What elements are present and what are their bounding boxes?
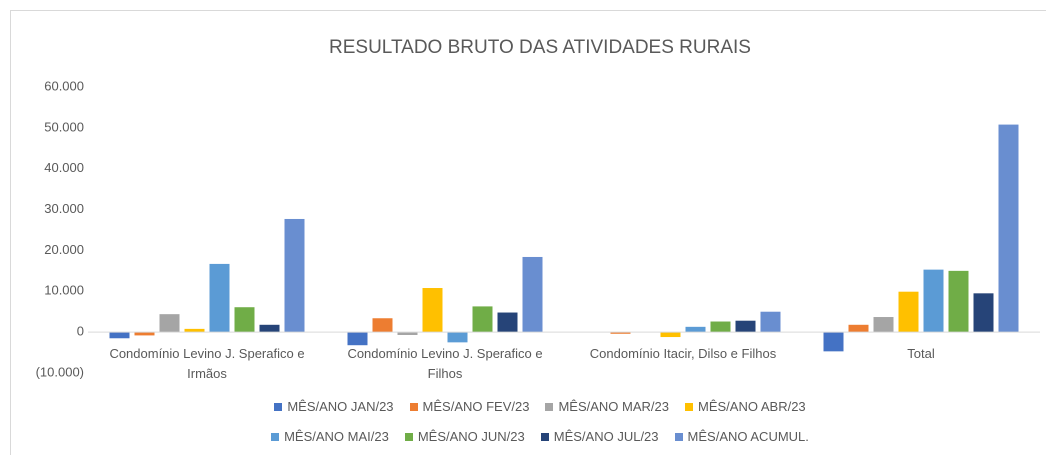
legend-item: MÊS/ANO MAI/23 [271, 429, 389, 444]
legend-label: MÊS/ANO FEV/23 [422, 399, 530, 414]
legend-swatch [685, 402, 693, 411]
legend-swatch [271, 432, 280, 441]
legend-swatch [274, 402, 283, 411]
legend-swatch [404, 432, 413, 441]
legend-label: MÊS/ANO JUL/23 [553, 429, 659, 444]
bar [347, 332, 368, 346]
bar [284, 218, 305, 333]
bar [372, 318, 393, 333]
legend-label: MÊS/ANO JUN/23 [417, 429, 525, 444]
bar [109, 332, 130, 339]
legend-label: MÊS/ANO ABR/23 [698, 399, 806, 414]
bar [209, 263, 230, 333]
x-tick-label: Total [907, 346, 935, 362]
legend-label: MÊS/ANO MAI/23 [284, 429, 389, 444]
legend-item: MÊS/ANO JUN/23 [404, 429, 525, 444]
legend-label: MÊS/ANO ACUMUL. [687, 429, 809, 444]
y-tick-label: 60.000 [44, 78, 84, 93]
bar [234, 307, 255, 333]
bar [497, 312, 518, 333]
bar [873, 317, 894, 333]
chart-title: RESULTADO BRUTO DAS ATIVIDADES RURAIS [329, 37, 751, 58]
bar [998, 124, 1019, 333]
legend-row: MÊS/ANO MAI/23 MÊS/ANO JUN/23 MÊS/ANO JUL/… [0, 429, 1046, 444]
bar [760, 311, 781, 333]
bar [522, 256, 543, 333]
bar [472, 306, 493, 333]
bar [685, 326, 706, 333]
x-tick-label: Condomínio Levino J. Sperafico e Filhos [347, 346, 543, 382]
x-tick-label: Condomínio Levino J. Sperafico e Irmãos [109, 346, 305, 382]
y-tick-label: 20.000 [44, 242, 84, 257]
legend-item: MÊS/ANO JUL/23 [540, 429, 659, 444]
legend-swatch [674, 432, 683, 441]
x-tick-label: Condomínio Itacir, Dilso e Filhos [589, 346, 777, 362]
chart-frame [10, 10, 1046, 455]
legend-row: MÊS/ANO JAN/23 MÊS/ANO FEV/23 MÊS/ANO MAR/… [0, 399, 1046, 414]
bar [134, 332, 155, 336]
y-tick-label: 30.000 [44, 201, 84, 216]
bar [973, 293, 994, 333]
bar [848, 324, 869, 333]
bar [447, 332, 468, 343]
legend-swatch [540, 432, 549, 441]
legend-swatch [545, 402, 554, 411]
bar [259, 324, 280, 333]
legend-label: MÊS/ANO JAN/23 [287, 399, 394, 414]
bar [923, 269, 944, 333]
y-tick-label: 10.000 [44, 283, 84, 298]
legend-swatch [409, 402, 418, 411]
bar [397, 332, 418, 336]
y-tick-label: 50.000 [44, 119, 84, 134]
y-tick-label: 40.000 [44, 160, 84, 175]
legend-item: MÊS/ANO ACUMUL. [674, 429, 809, 444]
bar [184, 328, 205, 333]
legend-item: MÊS/ANO ABR/23 [685, 399, 806, 414]
legend-item: MÊS/ANO FEV/23 [409, 399, 530, 414]
bar [735, 320, 756, 333]
y-tick-label: (10.000) [36, 364, 84, 379]
bar [948, 270, 969, 333]
bar [898, 291, 919, 333]
bar [710, 321, 731, 333]
y-tick-label: 0 [77, 324, 84, 339]
bar [422, 288, 443, 333]
bar [159, 314, 180, 333]
legend-label: MÊS/ANO MAR/23 [558, 399, 669, 414]
bar [610, 332, 631, 334]
bar [823, 332, 844, 352]
legend-item: MÊS/ANO JAN/23 [274, 399, 394, 414]
bar [660, 332, 681, 338]
legend-item: MÊS/ANO MAR/23 [545, 399, 669, 414]
